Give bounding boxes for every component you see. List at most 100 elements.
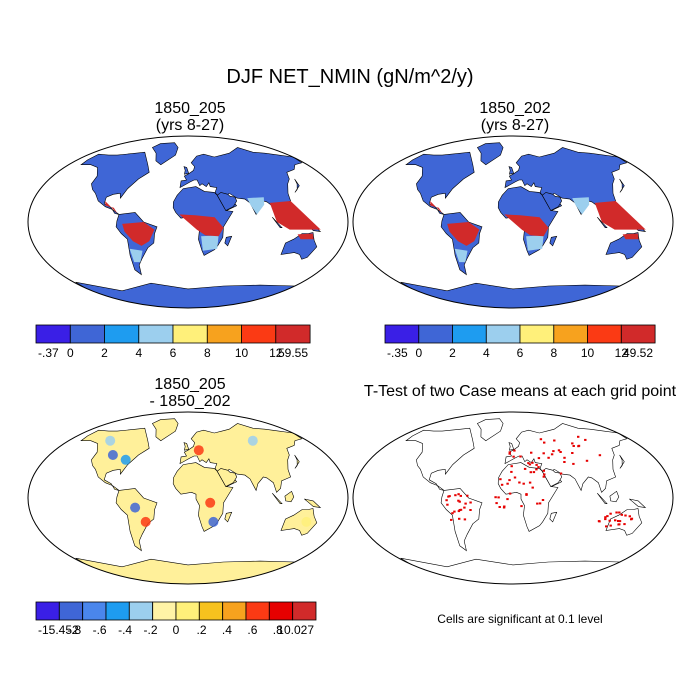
significant-cell — [604, 518, 607, 521]
land-north-america — [80, 151, 150, 215]
significant-cell — [494, 496, 497, 499]
land-arabia — [216, 468, 238, 487]
significant-cell — [448, 495, 451, 498]
land-europe-asia — [504, 423, 628, 493]
map-panel-2 — [352, 135, 674, 309]
anomaly-patch — [208, 516, 219, 527]
colorbar-tick-label: 4 — [483, 346, 490, 360]
significant-cell — [529, 471, 532, 474]
colorbar-swatch — [553, 324, 588, 344]
land-madagascar — [549, 511, 558, 523]
colorbar-tick-label: 2 — [449, 346, 456, 360]
colorbar-tick-label: -.2 — [143, 623, 157, 637]
map-border — [352, 411, 674, 585]
land-antarctica — [400, 281, 621, 308]
colorbar-tick-label: -.35 — [387, 346, 408, 360]
figure-title: DJF NET_NMIN (gN/m^2/y) — [226, 66, 474, 88]
land-uk — [508, 442, 515, 451]
significant-cell — [572, 462, 575, 465]
colorbar-tick-label: 12 — [269, 346, 283, 360]
significant-cell — [499, 478, 502, 481]
significant-cell — [498, 506, 501, 508]
significant-cell — [537, 466, 540, 469]
colorbar-tick-label: 0 — [67, 346, 74, 360]
significant-cell — [606, 515, 609, 518]
significant-cell — [458, 500, 461, 503]
land-africa — [497, 462, 559, 532]
significant-cell — [508, 492, 512, 495]
significant-cell — [457, 499, 460, 502]
field-high-se-asia — [594, 201, 646, 230]
significant-cell — [457, 510, 461, 513]
significant-cell — [519, 455, 522, 458]
panel-2-title-line2: (yrs 8-27) — [480, 117, 550, 134]
significant-cell — [618, 520, 622, 523]
field-high-south-america — [447, 222, 480, 246]
field-high-africa — [179, 214, 224, 237]
colorbar-swatch — [275, 324, 311, 344]
map-panel-1 — [27, 135, 349, 309]
significant-cell — [510, 465, 513, 468]
anomaly-patch — [107, 450, 118, 460]
significant-cell — [531, 486, 534, 489]
significant-cell — [512, 455, 515, 458]
land-sumatra — [272, 492, 283, 505]
significant-cell — [500, 483, 504, 486]
significant-cell — [563, 461, 566, 463]
colorbar-tick-label: 6 — [517, 346, 524, 360]
land-europe-asia — [179, 423, 303, 493]
colorbar-tick-label: 6 — [170, 346, 177, 360]
land-uk — [183, 166, 190, 175]
colorbar-swatch — [587, 324, 622, 344]
colorbar-swatch — [222, 601, 247, 621]
colorbar-swatch — [485, 324, 521, 344]
map-border — [352, 135, 674, 309]
significant-cell — [469, 501, 472, 504]
significant-cell — [453, 510, 456, 513]
anomaly-patch — [247, 435, 258, 446]
significant-cell — [510, 470, 513, 473]
anomaly-patch — [193, 445, 204, 456]
significant-cell — [577, 445, 580, 448]
significant-cell — [463, 518, 467, 521]
significant-cell — [535, 463, 538, 466]
colorbar-tick-label: 4 — [135, 346, 142, 360]
colorbar-tick-label: -.6 — [93, 623, 107, 637]
significant-cell — [618, 523, 621, 526]
significant-cell — [528, 481, 532, 484]
significant-cell — [497, 496, 500, 499]
land-arabia — [216, 192, 238, 211]
significant-cell — [528, 463, 532, 466]
panel-1-title-line1: 1850_205 — [154, 100, 226, 117]
colorbar-swatch — [268, 601, 293, 621]
significant-cell — [538, 502, 542, 505]
land-japan — [619, 178, 625, 193]
colorbar-swatch — [104, 324, 140, 344]
colorbar-tick-label: 8 — [204, 346, 211, 360]
significant-cell — [445, 499, 448, 502]
significant-cell — [506, 498, 509, 501]
land-uk — [183, 442, 190, 451]
land-south-america — [115, 488, 158, 552]
colorbar-swatch — [58, 601, 83, 621]
significant-cell — [571, 442, 574, 445]
land-north-america — [405, 427, 475, 491]
map-border — [27, 411, 349, 585]
colorbar-swatch — [206, 324, 243, 344]
colorbar-swatch — [35, 601, 60, 621]
significant-cell — [604, 516, 607, 519]
field-high-south-america — [122, 222, 155, 246]
field-mid-south-america-south — [129, 248, 143, 263]
significant-cell — [508, 452, 511, 455]
anomaly-patch — [140, 516, 151, 527]
colorbar-tick-label: 10 — [235, 346, 249, 360]
land-sumatra — [597, 216, 608, 228]
panel-3-title-line2: - 1850_202 — [149, 393, 231, 410]
map-panel-4 — [352, 411, 674, 585]
panel-3-title-line1: 1850_205 — [154, 376, 226, 393]
significant-cell — [614, 519, 617, 522]
colorbar-swatch — [384, 324, 420, 344]
significant-cell — [513, 449, 516, 452]
significant-cell — [584, 438, 587, 441]
